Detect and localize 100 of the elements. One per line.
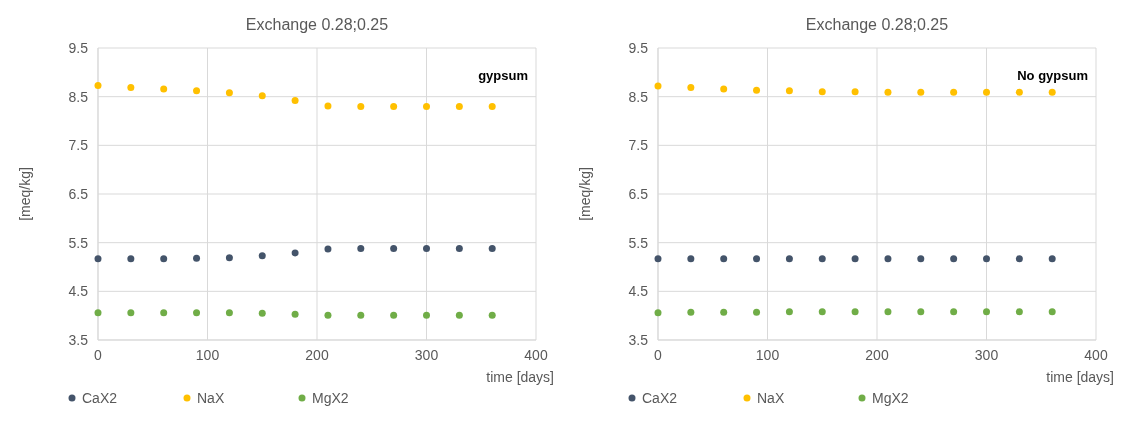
point — [818, 308, 826, 316]
x-tick-label: 0 — [654, 347, 663, 363]
x-tick-label: 300 — [974, 347, 999, 363]
point — [357, 311, 365, 319]
point — [390, 102, 398, 110]
point — [785, 308, 793, 316]
y-axis-title: [meq/kg] — [17, 167, 33, 221]
point — [390, 245, 398, 253]
annotation: No gypsum — [1017, 68, 1088, 83]
point — [225, 254, 233, 262]
point — [225, 89, 233, 97]
x-tick-label: 100 — [195, 347, 220, 363]
x-tick-label: 300 — [414, 347, 439, 363]
legend-label: CaX2 — [82, 389, 118, 406]
point — [488, 311, 496, 319]
point — [94, 81, 102, 89]
point — [1015, 308, 1023, 316]
point — [917, 88, 925, 96]
y-tick-label: 5.5 — [68, 234, 89, 251]
point — [654, 82, 662, 90]
point — [654, 309, 662, 317]
point — [258, 309, 266, 317]
point — [818, 88, 826, 96]
point — [851, 88, 859, 96]
y-tick-label: 4.5 — [628, 283, 649, 300]
point — [654, 255, 662, 263]
x-axis-title: time [days] — [486, 369, 554, 385]
point — [917, 255, 925, 263]
legend-label: MgX2 — [872, 389, 909, 406]
point — [127, 309, 135, 317]
y-tick-label: 3.5 — [68, 331, 89, 348]
point — [258, 252, 266, 260]
point — [1048, 255, 1056, 263]
point — [917, 308, 925, 316]
y-tick-label: 7.5 — [68, 137, 89, 154]
point — [720, 308, 728, 316]
point — [785, 87, 793, 95]
point — [818, 255, 826, 263]
point — [950, 255, 958, 263]
y-tick-label: 5.5 — [628, 234, 649, 251]
y-tick-label: 7.5 — [628, 137, 649, 154]
point — [455, 311, 463, 319]
x-tick-label: 400 — [524, 347, 548, 363]
point — [423, 102, 430, 110]
point — [324, 311, 332, 319]
chart-title: Exchange 0.28;0.25 — [245, 16, 389, 33]
x-tick-label: 200 — [305, 347, 329, 363]
y-tick-label: 4.5 — [68, 283, 89, 300]
x-tick-label: 0 — [94, 347, 103, 363]
point — [423, 245, 430, 253]
point — [884, 308, 892, 316]
point — [193, 309, 201, 317]
legend-label: NaX — [197, 389, 225, 406]
point — [488, 102, 496, 110]
y-tick-label: 8.5 — [628, 88, 649, 105]
point — [291, 310, 299, 318]
point — [687, 255, 695, 263]
point — [753, 308, 761, 316]
point — [687, 83, 695, 91]
x-tick-label: 400 — [1084, 347, 1108, 363]
y-tick-label: 3.5 — [628, 331, 649, 348]
point — [455, 102, 463, 110]
point — [357, 245, 365, 253]
y-axis-title: [meq/kg] — [577, 167, 593, 221]
point — [687, 308, 695, 316]
point — [983, 88, 990, 96]
x-tick-label: 100 — [755, 347, 780, 363]
point — [753, 255, 761, 263]
y-tick-label: 9.5 — [628, 39, 649, 56]
point — [983, 308, 990, 316]
point — [258, 92, 266, 100]
point — [753, 86, 761, 94]
point — [720, 255, 728, 263]
point — [1048, 308, 1056, 316]
point — [390, 311, 398, 319]
point — [357, 102, 365, 110]
annotation: gypsum — [478, 68, 528, 83]
y-tick-label: 8.5 — [68, 88, 89, 105]
point — [291, 249, 299, 257]
point — [193, 87, 201, 95]
point — [455, 245, 463, 253]
legend-label: NaX — [757, 389, 785, 406]
point — [94, 309, 102, 317]
legend-label: MgX2 — [312, 389, 349, 406]
point — [720, 85, 728, 93]
point — [291, 97, 299, 105]
point — [1048, 88, 1056, 96]
point — [1015, 255, 1023, 263]
point — [423, 311, 430, 319]
point — [127, 83, 135, 91]
y-tick-label: 9.5 — [68, 39, 89, 56]
point — [950, 88, 958, 96]
point — [225, 309, 233, 317]
point — [851, 308, 859, 316]
point — [324, 102, 332, 110]
point — [488, 245, 496, 253]
y-tick-label: 6.5 — [628, 185, 649, 202]
point — [884, 255, 892, 263]
x-tick-label: 200 — [865, 347, 889, 363]
point — [324, 245, 332, 253]
